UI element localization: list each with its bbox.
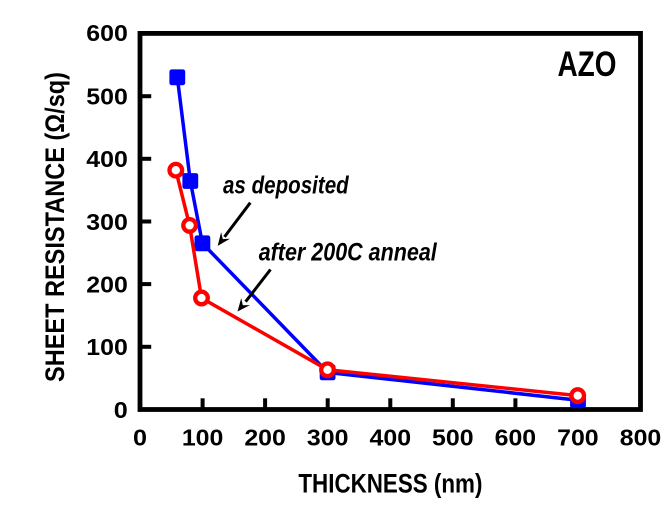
svg-text:after 200C anneal: after 200C anneal: [259, 239, 438, 267]
svg-text:0: 0: [114, 397, 128, 423]
svg-text:THICKNESS (nm): THICKNESS (nm): [298, 469, 482, 499]
svg-text:SHEET RESISTANCE (Ω/sq): SHEET RESISTANCE (Ω/sq): [40, 72, 70, 382]
svg-text:300: 300: [86, 209, 128, 235]
svg-text:400: 400: [370, 425, 412, 451]
svg-text:200: 200: [244, 425, 286, 451]
svg-text:400: 400: [86, 146, 128, 172]
svg-text:AZO: AZO: [558, 45, 617, 84]
svg-text:100: 100: [86, 334, 128, 360]
svg-text:500: 500: [432, 425, 474, 451]
svg-text:200: 200: [86, 271, 128, 297]
svg-text:600: 600: [86, 20, 128, 46]
svg-text:800: 800: [620, 425, 662, 451]
svg-text:500: 500: [86, 84, 128, 110]
svg-text:100: 100: [182, 425, 224, 451]
svg-text:0: 0: [133, 425, 147, 451]
svg-text:300: 300: [307, 425, 349, 451]
svg-text:as deposited: as deposited: [223, 172, 349, 200]
svg-text:700: 700: [557, 425, 599, 451]
svg-text:600: 600: [495, 425, 537, 451]
